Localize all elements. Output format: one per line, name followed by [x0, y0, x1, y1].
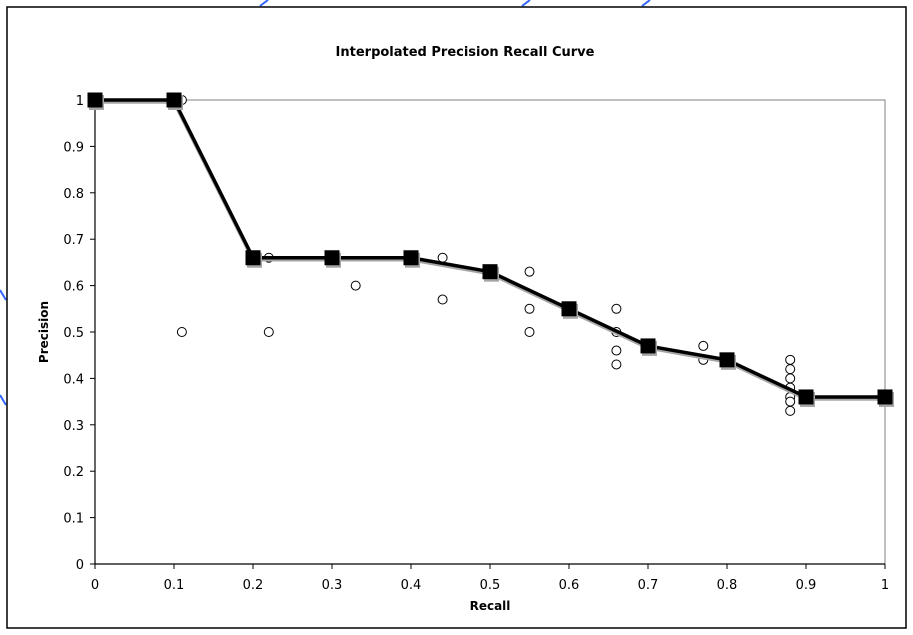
y-tick-label: 1: [76, 94, 84, 109]
corner-marks: [0, 0, 651, 406]
x-tick-label: 0.2: [243, 578, 264, 593]
x-axis-label: Recall: [470, 599, 511, 613]
curve-marker: [482, 264, 498, 280]
curve-marker: [324, 250, 340, 266]
data-point: [611, 345, 622, 356]
chart-outer-border: [6, 6, 907, 629]
y-axis-ticks: 0 0.1 0.2 0.3 0.4 0.5 0.6 0.7 0.8 0.9 1: [63, 94, 95, 573]
y-tick-label: 0.1: [63, 512, 84, 527]
curve-marker: [166, 92, 182, 108]
data-point: [611, 359, 622, 370]
y-tick-label: 0: [76, 558, 84, 573]
y-tick-label: 0.9: [63, 140, 84, 155]
y-tick-label: 0.8: [63, 187, 84, 202]
curve-marker: [403, 250, 419, 266]
curve-marker: [798, 389, 814, 405]
x-tick-label: 0: [91, 578, 99, 593]
y-tick-label: 0.3: [63, 419, 84, 434]
x-tick-label: 0.4: [401, 578, 422, 593]
y-tick-label: 0.4: [63, 372, 84, 387]
chart-title: Interpolated Precision Recall Curve: [336, 45, 595, 60]
data-point: [785, 373, 796, 384]
corner-mark: [259, 0, 269, 7]
x-tick-label: 0.3: [322, 578, 343, 593]
curve-marker: [87, 92, 103, 108]
data-point: [176, 327, 187, 337]
curve-marker: [561, 301, 577, 317]
curve-line: [95, 98, 885, 399]
curve-marker: [245, 250, 261, 266]
data-point: [263, 327, 274, 337]
data-point: [437, 294, 448, 305]
y-axis-label: Precision: [37, 301, 51, 363]
data-point: [785, 364, 796, 375]
x-axis-ticks: 0 0.1 0.2 0.3 0.4 0.5 0.6 0.7 0.8 0.9 1: [91, 564, 889, 593]
data-point: [437, 252, 448, 263]
x-tick-label: 0.9: [796, 578, 817, 593]
corner-mark: [0, 394, 7, 406]
curve-marker: [719, 352, 735, 368]
curve-marker: [640, 338, 656, 354]
curve-marker: [877, 389, 893, 405]
x-tick-label: 1: [881, 578, 889, 593]
y-tick-label: 0.2: [63, 465, 84, 480]
data-point: [785, 354, 796, 365]
x-tick-label: 0.7: [638, 578, 659, 593]
data-point: [524, 303, 535, 314]
data-point: [350, 280, 361, 291]
data-point: [698, 340, 709, 351]
plot-area-border: [94, 99, 886, 565]
y-tick-label: 0.6: [63, 280, 84, 295]
data-point: [785, 396, 796, 407]
x-tick-label: 0.8: [717, 578, 738, 593]
data-point: [524, 327, 535, 337]
data-point: [785, 405, 796, 416]
corner-mark: [521, 0, 531, 7]
data-point: [524, 266, 535, 277]
data-point: [611, 303, 622, 314]
x-tick-label: 0.6: [559, 578, 580, 593]
curve-line-shadow: [95, 100, 885, 401]
interpolated-curve: [87, 92, 894, 407]
y-tick-label: 0.5: [63, 326, 84, 341]
scatter-points: [176, 95, 796, 416]
x-tick-label: 0.5: [480, 578, 501, 593]
y-tick-label: 0.7: [63, 233, 84, 248]
corner-mark: [0, 289, 7, 301]
x-tick-label: 0.1: [164, 578, 185, 593]
corner-mark: [641, 0, 651, 7]
